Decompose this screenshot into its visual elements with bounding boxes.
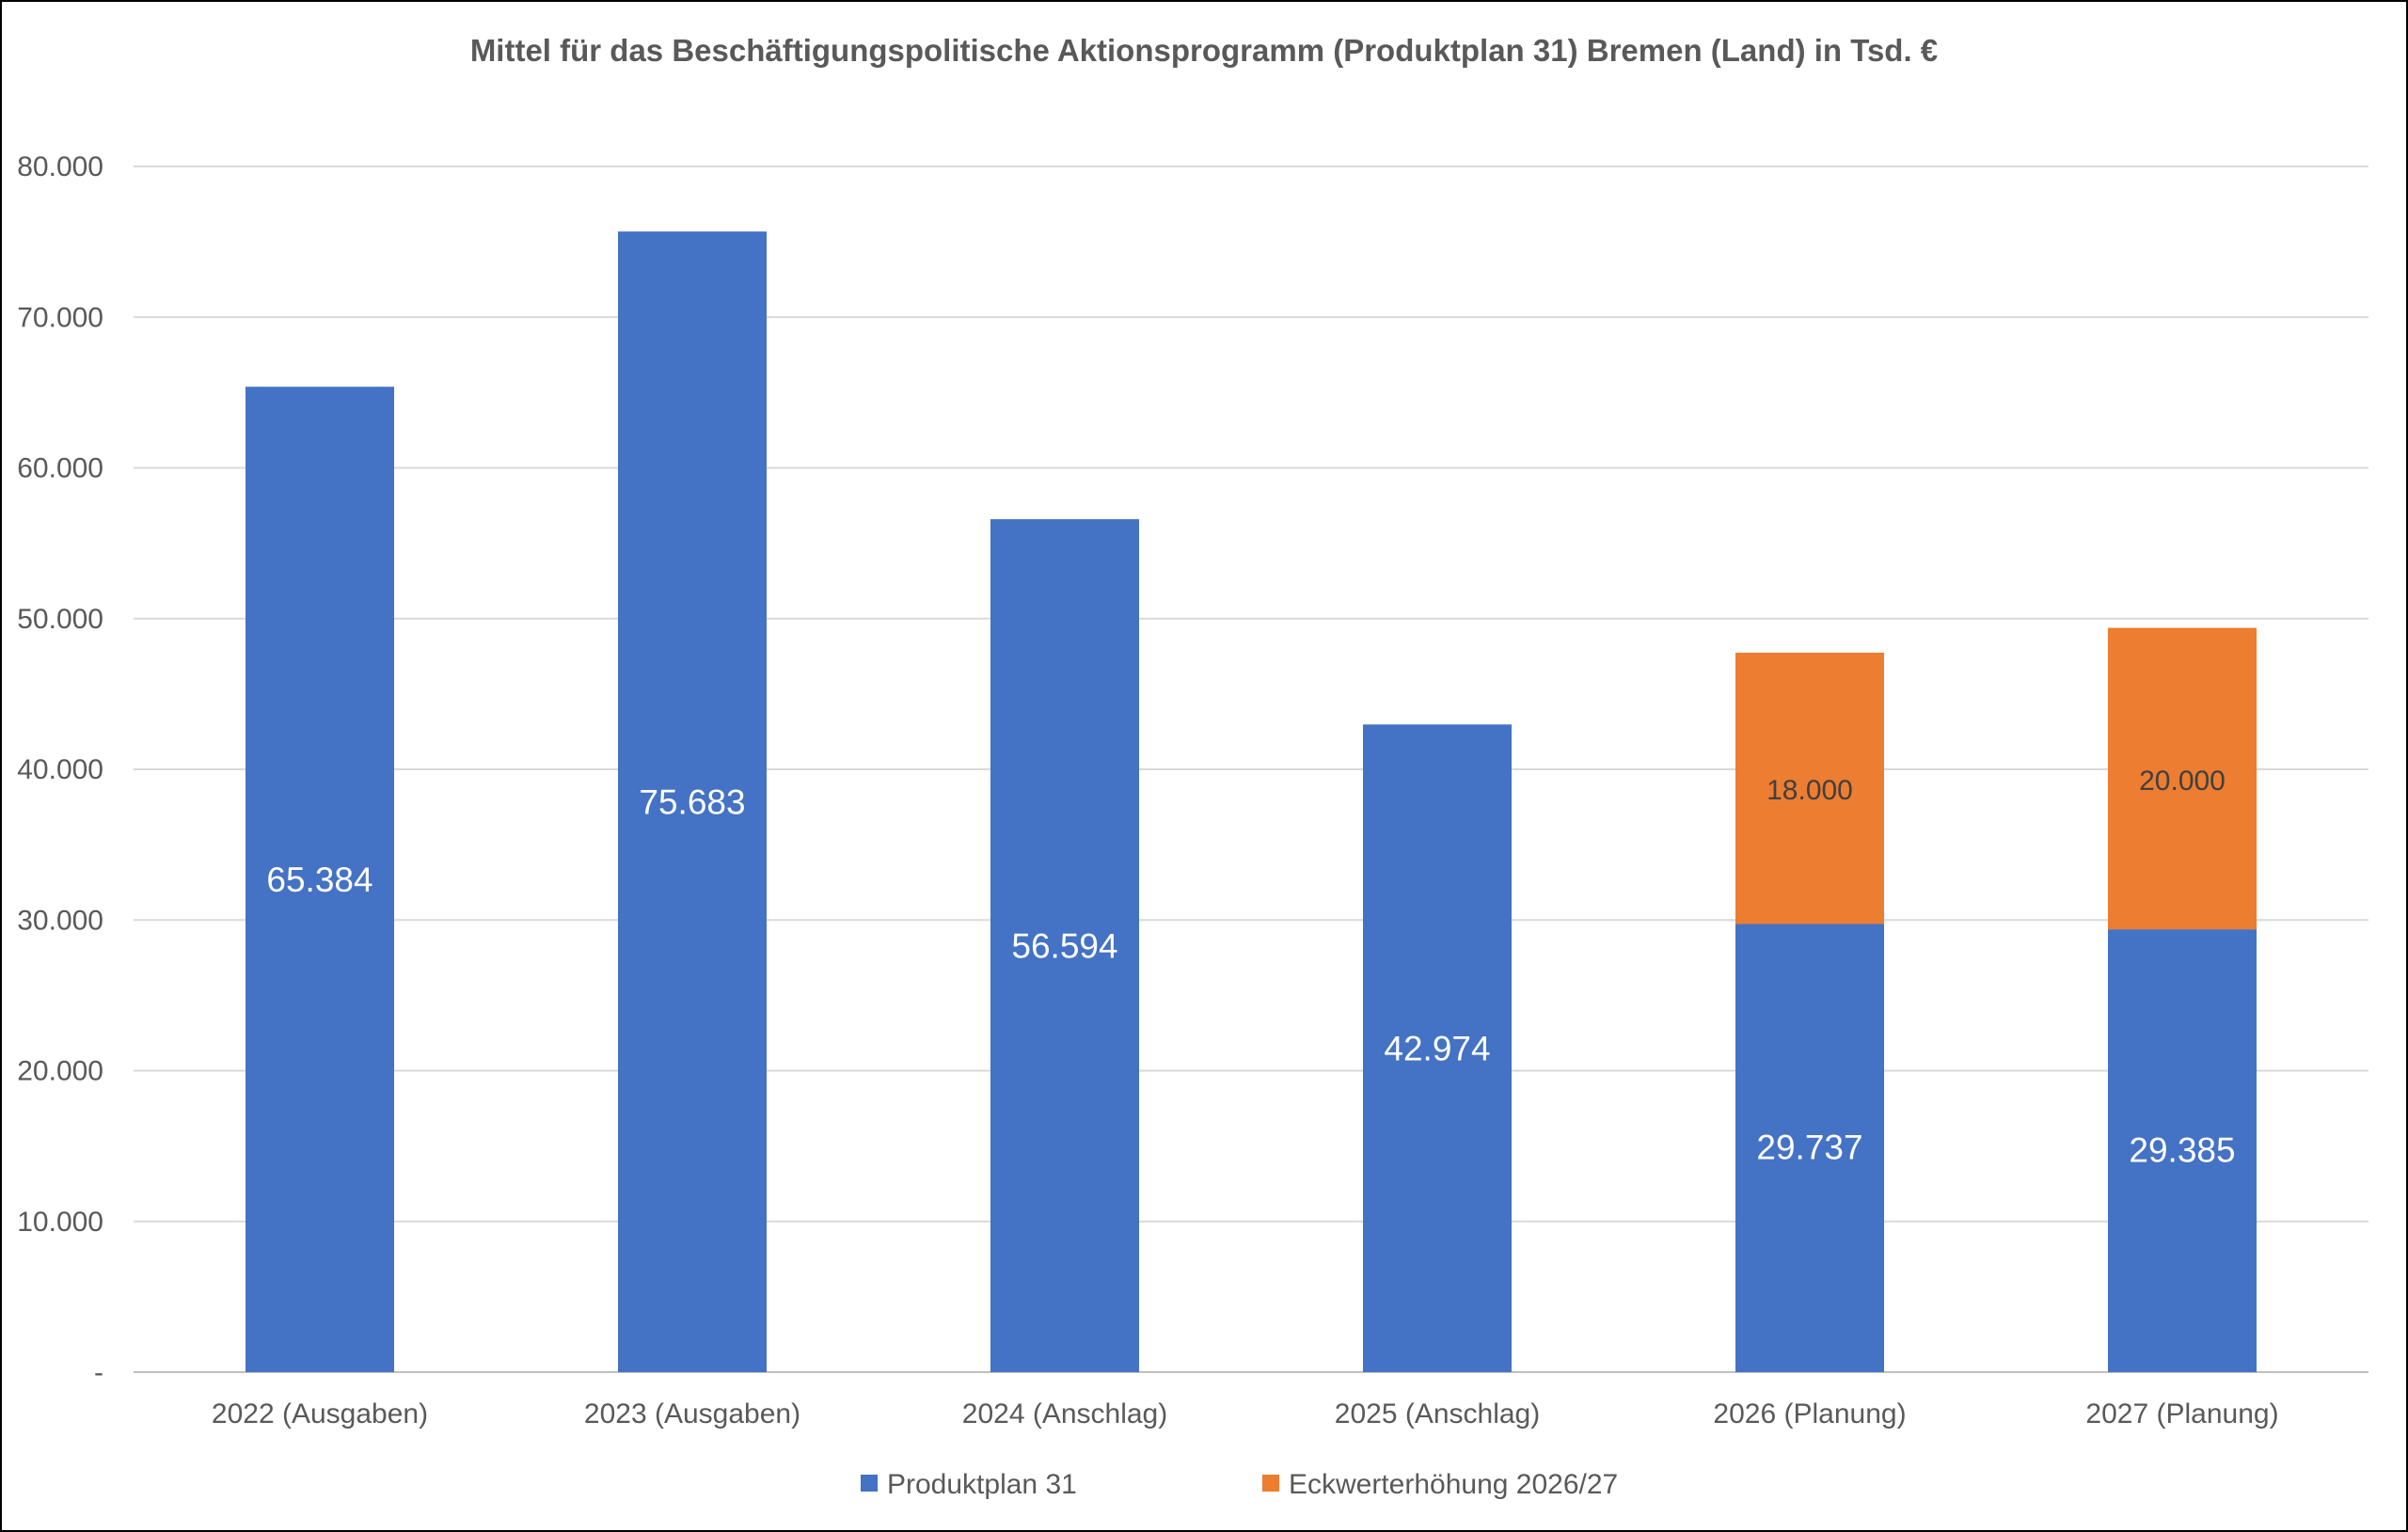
x-tick-label: 2025 (Anschlag)	[1335, 1398, 1540, 1429]
y-tick-label: 40.000	[17, 754, 103, 785]
legend-swatch	[861, 1475, 878, 1492]
bars	[246, 231, 2257, 1372]
data-label: 29.737	[1756, 1129, 1862, 1167]
y-axis-tick-labels: - 10.000 20.000 30.000 40.000 50.000 60.000 70.…	[17, 151, 103, 1388]
data-label: 29.385	[2129, 1131, 2235, 1170]
x-tick-label: 2027 (Planung)	[2085, 1398, 2278, 1429]
bar-produktplan-31	[246, 387, 394, 1372]
y-tick-label: 10.000	[17, 1207, 103, 1238]
x-tick-label: 2026 (Planung)	[1713, 1398, 1906, 1429]
y-tick-label: -	[94, 1357, 103, 1388]
y-tick-label: 30.000	[17, 905, 103, 936]
data-label: 42.974	[1384, 1030, 1490, 1068]
bar-produktplan-31	[990, 519, 1139, 1372]
y-tick-label: 50.000	[17, 604, 103, 635]
bar-produktplan-31	[1363, 724, 1512, 1372]
bar-produktplan-31	[618, 231, 767, 1372]
x-tick-label: 2024 (Anschlag)	[962, 1398, 1167, 1429]
data-label: 20.000	[2139, 766, 2226, 797]
y-tick-label: 60.000	[17, 453, 103, 484]
y-tick-label: 70.000	[17, 302, 103, 333]
y-tick-label: 20.000	[17, 1056, 103, 1087]
data-label: 56.594	[1011, 927, 1117, 966]
legend-label: Produktplan 31	[887, 1469, 1077, 1500]
bar-eckwerterhoehung	[1735, 653, 1884, 924]
legend-swatch	[1262, 1475, 1279, 1492]
x-axis-tick-labels: 2022 (Ausgaben) 2023 (Ausgaben) 2024 (Ansc…	[212, 1398, 2279, 1429]
chart-title: Mittel für das Beschäftigungspolitische …	[470, 33, 1938, 68]
gridlines	[134, 166, 2368, 1373]
bar-produktplan-31	[1735, 924, 1884, 1372]
data-label: 65.384	[266, 861, 372, 899]
bar-produktplan-31	[2108, 929, 2257, 1372]
legend-label: Eckwerterhöhung 2026/27	[1289, 1469, 1618, 1500]
data-labels: 65.384 75.683 56.594 42.974 29.737 18.000 29.3…	[266, 766, 2235, 1170]
y-tick-label: 80.000	[17, 151, 103, 182]
bar-eckwerterhoehung	[2108, 627, 2257, 930]
x-tick-label: 2023 (Ausgaben)	[584, 1398, 800, 1429]
data-label: 75.683	[639, 783, 745, 822]
legend: Produktplan 31 Eckwerterhöhung 2026/27	[861, 1469, 1618, 1500]
data-label: 18.000	[1766, 775, 1853, 806]
x-tick-label: 2022 (Ausgaben)	[212, 1398, 428, 1429]
